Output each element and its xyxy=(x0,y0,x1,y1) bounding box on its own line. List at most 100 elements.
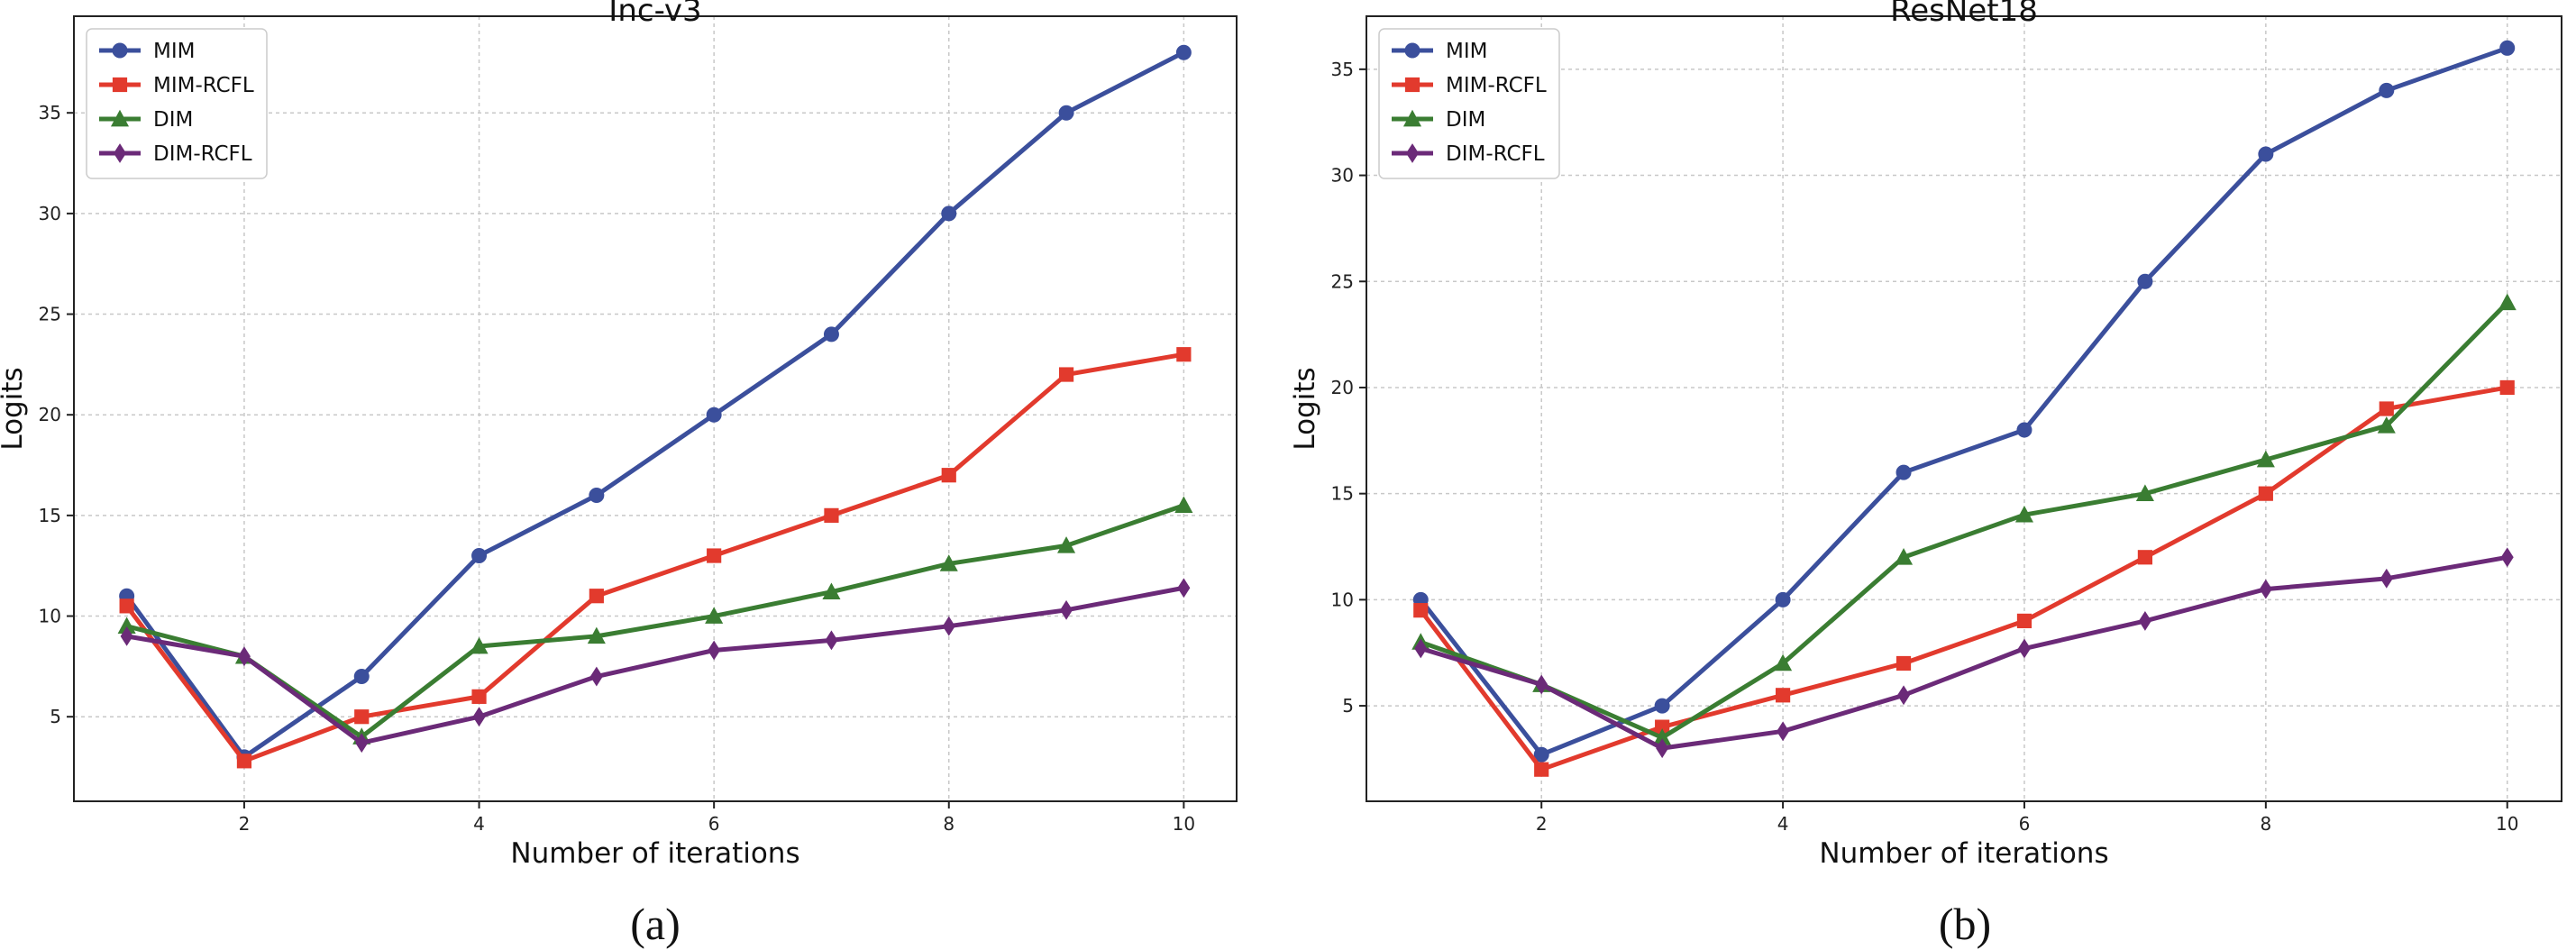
legend-box xyxy=(86,28,268,179)
data-point-dim-rcfl xyxy=(2380,568,2393,589)
y-tick-label: 10 xyxy=(1331,589,1354,610)
data-point-mim-rcfl xyxy=(1058,367,1074,382)
data-point-dim-rcfl xyxy=(120,626,133,646)
legend-label: DIM xyxy=(1446,108,1485,132)
x-tick-label: 2 xyxy=(1536,813,1548,835)
data-point-mim-rcfl xyxy=(2137,550,2153,565)
legend-box xyxy=(1378,28,1560,179)
data-point-dim xyxy=(822,582,841,600)
data-point-mim xyxy=(2258,146,2274,162)
series-line-dim-rcfl xyxy=(124,585,1186,745)
y-tick-label: 25 xyxy=(39,304,61,325)
data-point-dim xyxy=(939,554,958,571)
legend-marker xyxy=(1404,77,1420,93)
data-point-mim-rcfl xyxy=(119,598,134,614)
axes-frame xyxy=(1366,15,2562,802)
chart-title: Inc-v3 xyxy=(608,0,701,29)
legend-item-dim: DIM xyxy=(1392,108,1485,132)
y-tick-label: 5 xyxy=(1342,695,1354,717)
y-tick-label: 30 xyxy=(1331,165,1354,187)
data-point-dim xyxy=(2256,450,2275,468)
data-point-dim xyxy=(2135,484,2154,501)
series-line-mim xyxy=(124,50,1186,760)
legend: MIM MIM-RCFL DIM DIM-RCFL xyxy=(86,28,268,179)
x-axis-label: Number of iterations xyxy=(510,837,799,870)
series-dim-rcfl xyxy=(1414,547,2514,759)
data-point-mim-rcfl xyxy=(236,754,252,769)
data-point-mim-rcfl xyxy=(471,689,487,704)
x-tick-label: 8 xyxy=(2260,813,2271,835)
legend-item-mim: MIM xyxy=(1392,40,1487,63)
x-axis-label: Number of iterations xyxy=(1819,837,2108,870)
data-point-mim xyxy=(1533,746,1549,763)
data-point-dim-rcfl xyxy=(825,630,838,651)
series-line-dim xyxy=(1418,300,2510,740)
y-tick-label: 15 xyxy=(1331,483,1354,505)
data-point-dim xyxy=(470,636,489,654)
series-line-dim-rcfl xyxy=(1418,554,2510,751)
series-line-mim-rcfl xyxy=(1418,385,2510,772)
data-point-mim-rcfl xyxy=(2016,613,2032,629)
legend-marker xyxy=(1402,109,1422,127)
data-point-dim xyxy=(2498,293,2517,311)
y-axis-label: Logits xyxy=(0,367,29,450)
panel-sublabel: (a) xyxy=(630,899,681,949)
y-tick-label: 25 xyxy=(1331,270,1354,292)
data-point-mim-rcfl xyxy=(1534,762,1549,777)
legend-marker xyxy=(112,42,128,59)
data-point-mim xyxy=(2379,82,2395,98)
data-point-mim xyxy=(1175,44,1192,60)
legend-marker xyxy=(114,143,126,163)
legend-item-dim-rcfl: DIM-RCFL xyxy=(99,142,252,166)
x-tick-label: 2 xyxy=(239,813,251,835)
data-point-mim xyxy=(706,406,722,423)
data-point-mim xyxy=(823,326,839,343)
legend-label: DIM-RCFL xyxy=(1446,142,1545,166)
data-point-mim-rcfl xyxy=(824,507,839,523)
series-mim-rcfl xyxy=(1413,379,2515,777)
data-point-mim xyxy=(1895,464,1912,480)
series-dim-rcfl xyxy=(120,578,1191,754)
legend-label: DIM xyxy=(153,108,193,132)
data-point-dim-rcfl xyxy=(708,640,721,661)
data-point-dim xyxy=(1774,653,1793,671)
data-point-dim-rcfl xyxy=(1897,685,1911,706)
x-tick-label: 6 xyxy=(708,813,720,835)
data-point-dim-rcfl xyxy=(1656,738,1669,759)
y-tick-label: 20 xyxy=(39,404,61,425)
legend-item-mim-rcfl: MIM-RCFL xyxy=(1392,74,1547,97)
data-point-dim-rcfl xyxy=(2259,579,2272,599)
x-tick-label: 4 xyxy=(473,813,485,835)
data-point-mim xyxy=(2137,273,2153,289)
legend-label: MIM-RCFL xyxy=(1446,74,1547,97)
data-point-mim-rcfl xyxy=(589,589,604,604)
data-point-dim-rcfl xyxy=(2138,610,2151,631)
data-point-mim-rcfl xyxy=(354,709,370,725)
data-point-dim xyxy=(2377,416,2396,434)
data-point-mim-rcfl xyxy=(941,468,956,483)
data-point-mim-rcfl xyxy=(1775,688,1791,703)
data-point-mim xyxy=(1058,105,1074,121)
chart-panel-b: 2 4 6 8 10 5 10 15 20 25 30 35 ResNet18 Number of ite… xyxy=(1289,0,2562,949)
legend-label: DIM-RCFL xyxy=(153,142,252,166)
data-point-dim-rcfl xyxy=(942,616,955,636)
data-point-dim-rcfl xyxy=(1535,674,1548,695)
panel-sublabel: (b) xyxy=(1939,899,1991,949)
data-point-mim-rcfl xyxy=(2258,486,2273,501)
data-point-dim xyxy=(2014,505,2034,523)
data-point-dim-rcfl xyxy=(355,733,369,754)
y-tick-label: 5 xyxy=(50,706,61,727)
chart-panel-a: 2 4 6 8 10 5 10 15 20 25 30 35 Inc-v3 Number of itera… xyxy=(0,0,1238,949)
y-axis-label: Logits xyxy=(1289,367,1321,450)
data-point-dim-rcfl xyxy=(1414,638,1428,659)
y-tick-label: 30 xyxy=(39,203,61,224)
data-point-dim xyxy=(587,626,606,644)
data-point-mim xyxy=(471,548,488,564)
data-point-dim-rcfl xyxy=(1060,599,1073,620)
data-point-mim-rcfl xyxy=(1413,603,1429,618)
legend-label: MIM xyxy=(1446,40,1487,63)
data-point-dim-rcfl xyxy=(472,707,486,727)
data-point-dim-rcfl xyxy=(589,666,603,687)
legend-label: MIM-RCFL xyxy=(153,74,254,97)
legend-item-dim: DIM xyxy=(99,108,193,132)
